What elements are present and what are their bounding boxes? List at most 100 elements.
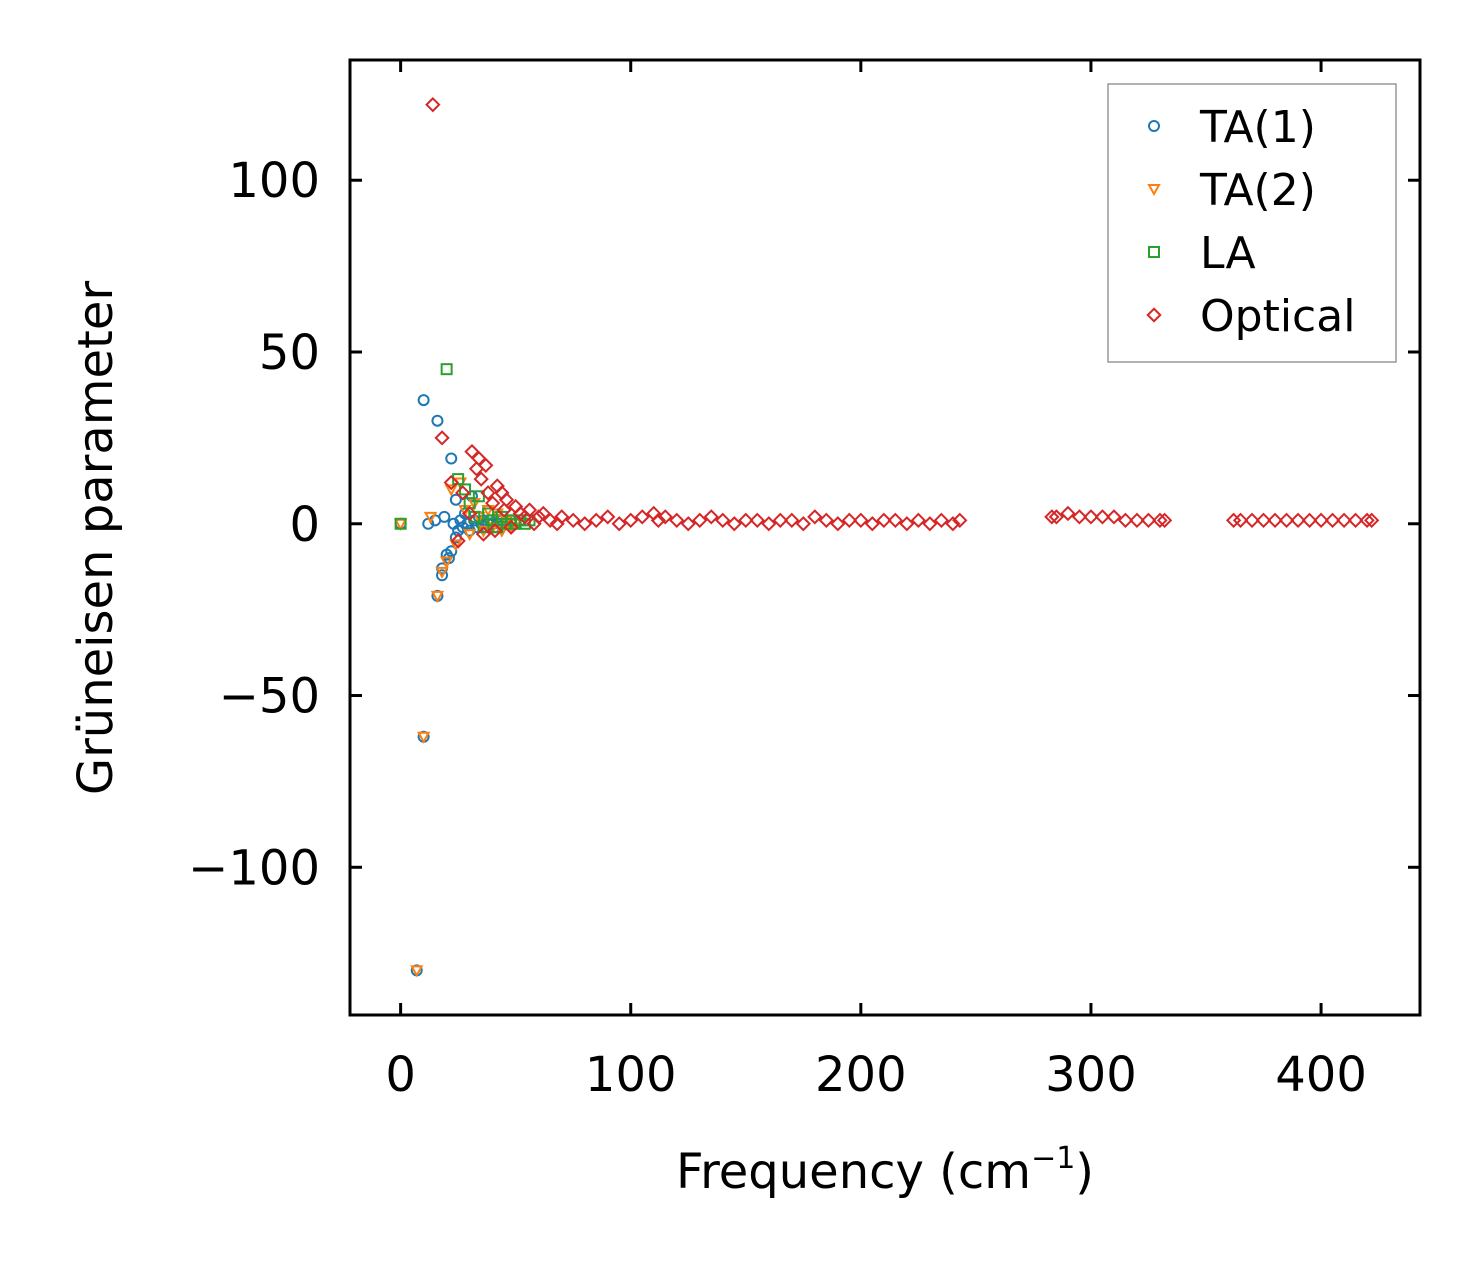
x-tick-label: 400 [1275,1047,1367,1103]
point-optical [1156,512,1173,528]
point-optical [473,471,489,487]
x-tick-label: 0 [385,1047,416,1103]
point-optical [498,492,515,508]
point-optical [588,512,604,528]
point-optical [876,512,892,528]
point-ta-2 [416,731,431,744]
point-ta-1 [436,569,449,582]
point-optical [623,512,639,528]
point-optical [434,430,450,446]
legend: TA(1) TA(2) LA Optical [1107,83,1397,363]
point-optical [1140,512,1157,528]
point-optical [692,512,708,528]
point-optical [841,512,857,528]
point-optical [1336,512,1352,528]
point-ta-2 [449,539,463,552]
point-optical [726,516,742,532]
point-optical [503,519,519,535]
point-optical [1278,512,1295,528]
legend-marker-ta-2 [1147,184,1161,197]
point-optical [795,516,811,532]
point-optical [487,522,503,539]
point-optical [1060,505,1076,522]
point-optical [818,512,834,528]
legend-marker-optical [1146,307,1162,323]
point-optical [565,512,581,528]
point-optical [443,474,459,491]
point-ta-1 [445,452,458,465]
point-optical [830,516,846,532]
point-ta-1 [438,510,451,523]
legend-label-ta-2: TA(2) [1199,165,1316,216]
point-optical [650,512,667,528]
point-optical [1313,512,1329,528]
point-optical [761,516,777,532]
point-optical [669,512,685,528]
point-optical [521,502,538,518]
axis-ticks: 0 100 200 300 400 −100 −50 0 50 100 [188,60,1420,1103]
legend-label-optical: Optical [1200,291,1355,342]
legend-marker-ta-1 [1148,120,1160,132]
point-optical [899,516,915,532]
point-ta-2 [444,484,458,497]
point-ta-2 [410,965,424,978]
point-optical [1244,512,1260,528]
plot-points [393,96,1380,978]
y-tick-label: −100 [188,840,320,896]
point-optical [738,512,754,528]
point-optical [542,512,558,528]
point-optical [1290,512,1306,528]
point-optical [634,509,650,525]
point-ta-2 [462,529,477,542]
legend-label-la: LA [1200,228,1256,279]
point-ta-1 [417,394,430,407]
point-optical [657,509,673,525]
point-optical [1106,509,1122,525]
point-optical [887,512,904,528]
point-optical [1255,512,1272,528]
legend-marker-la [1148,246,1160,258]
point-optical [807,509,823,525]
point-optical [611,516,627,532]
point-optical [1071,509,1088,525]
point-optical [703,509,719,525]
point-optical [1225,512,1242,528]
point-optical [1232,512,1249,528]
point-optical [1324,512,1341,528]
point-ta-2 [430,590,445,603]
point-optical [1094,509,1111,525]
point-optical [1301,512,1318,528]
y-tick-label: 50 [259,325,320,381]
point-optical [450,533,466,549]
point-optical [933,512,950,528]
point-optical [749,512,765,528]
point-optical [715,512,731,528]
point-optical [531,509,547,525]
point-ta-2 [435,566,449,579]
point-optical [480,485,496,501]
point-optical [475,526,492,542]
point-la [394,517,407,530]
y-tick-label: −50 [219,669,320,725]
point-optical [1129,512,1145,528]
point-ta-1 [431,414,444,427]
point-optical [478,457,494,474]
legend-label-ta-1: TA(1) [1199,102,1316,153]
point-optical [864,516,881,532]
point-optical [922,516,938,532]
point-la [440,363,453,376]
point-ta-1 [445,545,458,558]
point-optical [1044,509,1060,525]
point-la [477,521,490,534]
point-optical [772,512,788,528]
x-tick-label: 300 [1045,1047,1137,1103]
point-ta-2 [439,556,454,569]
point-ta-2 [423,511,438,524]
point-optical [784,512,800,528]
point-optical [1152,512,1168,528]
point-optical [1117,512,1134,528]
x-tick-label: 200 [815,1047,907,1103]
point-optical [1364,512,1380,528]
y-tick-label: 100 [228,153,320,209]
point-optical [485,495,501,511]
